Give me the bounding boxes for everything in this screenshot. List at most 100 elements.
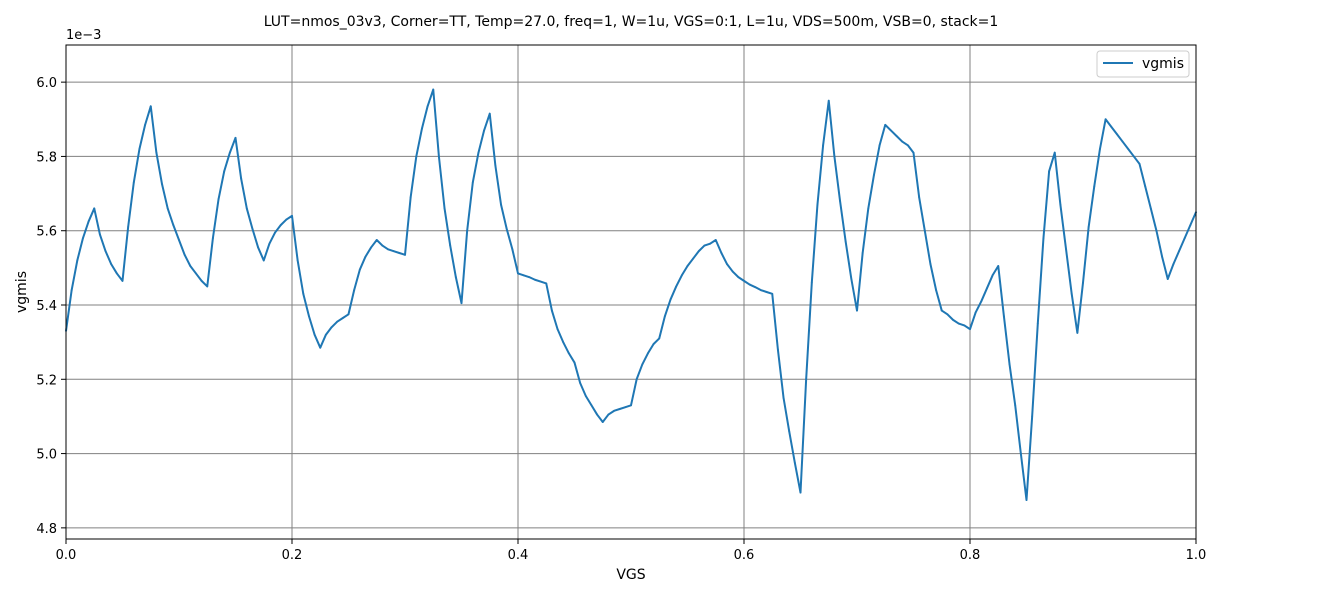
data-point	[1104, 118, 1107, 121]
data-point	[1019, 452, 1022, 455]
data-point	[212, 237, 214, 240]
data-point	[878, 144, 881, 147]
x-tick-label: 0.6	[734, 548, 755, 563]
y-tick-label: 4.8	[36, 522, 57, 537]
data-point	[1116, 133, 1118, 136]
data-point	[652, 343, 655, 345]
data-point	[1172, 263, 1175, 266]
data-point	[771, 292, 774, 295]
data-point	[1155, 229, 1158, 232]
data-point	[274, 231, 276, 234]
data-point	[149, 105, 152, 108]
data-point	[217, 198, 220, 201]
data-point	[460, 302, 463, 305]
data-point	[720, 252, 723, 254]
data-point	[822, 144, 824, 147]
data-point	[1065, 248, 1067, 251]
data-point	[325, 333, 327, 336]
data-point	[240, 177, 243, 180]
data-point	[1127, 148, 1130, 150]
data-point	[127, 226, 130, 228]
data-point	[291, 214, 293, 217]
data-point	[1161, 255, 1163, 258]
data-point	[70, 289, 73, 292]
data-point	[1059, 203, 1062, 206]
data-point	[534, 278, 536, 281]
data-point	[206, 285, 209, 288]
x-tick-label: 0.2	[282, 548, 303, 563]
data-point	[228, 151, 231, 154]
data-point	[940, 309, 943, 312]
y-tick-label: 5.6	[36, 225, 57, 240]
data-point	[997, 265, 1000, 267]
plot-area	[65, 44, 1197, 540]
data-point	[121, 279, 124, 282]
data-point	[675, 285, 678, 288]
data-point	[1031, 415, 1034, 418]
data-point	[873, 174, 875, 176]
data-point	[731, 270, 734, 273]
data-point	[573, 361, 576, 364]
x-tick-label: 0.0	[56, 548, 77, 563]
data-point	[912, 151, 915, 154]
data-point	[115, 272, 118, 275]
data-point	[82, 237, 84, 240]
y-tick-label: 5.2	[36, 373, 57, 388]
data-point	[234, 136, 237, 139]
data-point	[392, 250, 395, 253]
data-point	[505, 227, 508, 230]
data-point	[1138, 162, 1141, 165]
data-point	[285, 218, 288, 221]
data-point	[556, 328, 559, 331]
data-point	[754, 286, 757, 289]
data-point	[87, 220, 90, 223]
data-point	[1070, 292, 1073, 295]
data-point	[1087, 226, 1090, 228]
data-point	[635, 378, 638, 381]
plot-frame	[65, 44, 1197, 540]
data-point	[906, 144, 909, 147]
data-point	[562, 341, 565, 344]
data-point	[782, 396, 785, 399]
data-point	[404, 253, 406, 256]
data-point	[596, 413, 598, 416]
data-point	[1166, 278, 1169, 280]
data-point	[471, 181, 474, 184]
data-point	[517, 272, 519, 275]
x-tick-label: 0.4	[508, 548, 529, 563]
data-point	[861, 252, 864, 254]
data-point	[567, 352, 570, 355]
data-point	[138, 148, 141, 150]
data-point	[1048, 170, 1050, 173]
data-point	[630, 404, 632, 407]
data-point	[748, 283, 751, 286]
data-point	[223, 170, 226, 173]
y-tick-label: 5.8	[36, 150, 57, 165]
data-point	[421, 127, 423, 130]
data-point	[974, 311, 977, 314]
data-point	[884, 123, 887, 126]
data-point	[765, 291, 768, 293]
data-point	[726, 263, 728, 266]
data-point	[613, 409, 615, 412]
data-point	[132, 181, 135, 184]
data-point	[454, 276, 457, 279]
data-point	[923, 229, 926, 232]
data-point	[1036, 322, 1039, 325]
data-point	[195, 272, 197, 275]
data-point	[189, 265, 192, 267]
data-point	[262, 259, 265, 262]
data-point	[1025, 499, 1028, 501]
data-point	[895, 135, 898, 137]
data-point	[816, 203, 819, 206]
legend: vgmis	[1096, 50, 1190, 78]
data-point	[1042, 237, 1045, 240]
data-point	[268, 242, 271, 245]
data-point	[409, 196, 412, 199]
data-point	[590, 404, 593, 407]
y-tick-label: 5.0	[36, 448, 57, 463]
data-point	[443, 207, 446, 210]
data-point	[438, 155, 440, 158]
data-point	[539, 280, 542, 283]
data-point	[669, 298, 672, 301]
